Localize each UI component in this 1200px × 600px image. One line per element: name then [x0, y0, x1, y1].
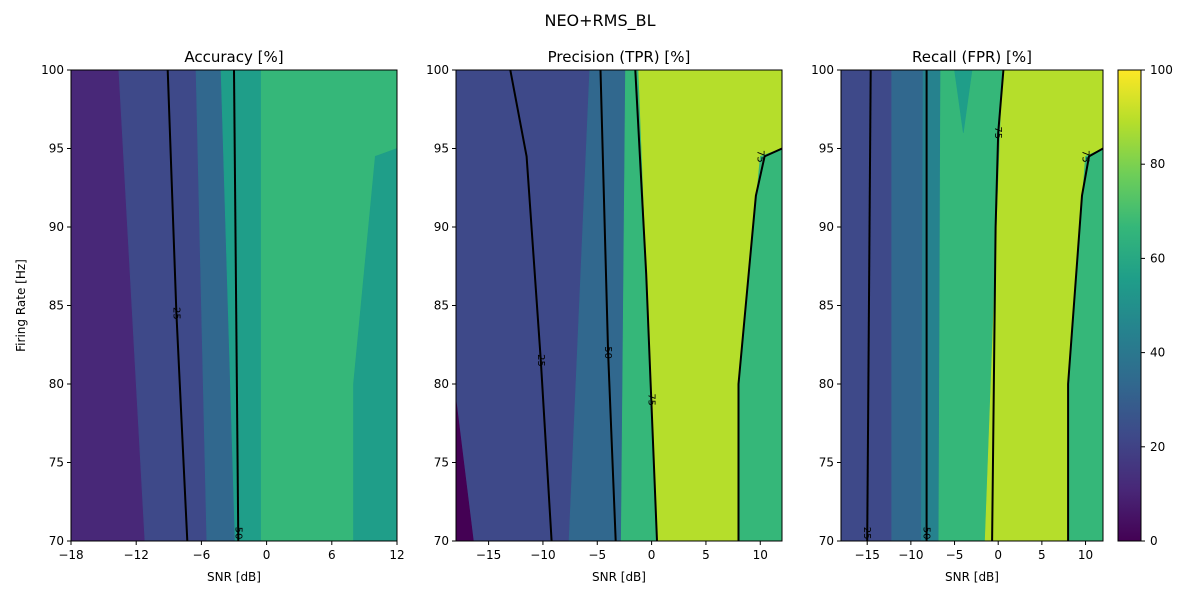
plot-area: 25 50 75 75	[456, 70, 782, 541]
x-tick-label: 5	[1038, 548, 1046, 562]
contour-region	[71, 70, 146, 541]
x-tick-label: 0	[994, 548, 1002, 562]
colorbar-gradient	[1117, 69, 1142, 542]
contour-label: 75	[754, 150, 765, 163]
contour-line	[166, 70, 189, 541]
colorbar-tick-label: 80	[1150, 157, 1165, 171]
y-tick-label: 75	[49, 456, 64, 470]
x-tick-label: 12	[389, 548, 404, 562]
contour-line	[737, 147, 782, 541]
y-tick-label: 100	[41, 63, 64, 77]
y-tick-label: 95	[819, 142, 834, 156]
colorbar-tick-label: 100	[1150, 63, 1173, 77]
contour-region	[456, 70, 591, 541]
y-tick-label: 85	[434, 299, 449, 313]
y-tick-label: 75	[434, 456, 449, 470]
subplot-title: Recall (FPR) [%]	[912, 48, 1032, 66]
colorbar-tick-label: 20	[1150, 440, 1165, 454]
x-tick-label: 10	[1078, 548, 1093, 562]
contour-label: 50	[921, 527, 932, 540]
colorbar-tick-label: 40	[1150, 346, 1165, 360]
figure-title: NEO+RMS_BL	[544, 11, 655, 31]
contour-line	[634, 70, 658, 541]
contour-region	[891, 70, 924, 541]
contour-region	[456, 399, 474, 541]
contour-region	[195, 70, 236, 541]
colorbar-tick-label: 0	[1150, 534, 1158, 548]
y-tick-label: 85	[49, 299, 64, 313]
contour-region	[841, 70, 893, 541]
plot-area: 25 50	[71, 70, 397, 541]
x-tick-label: 0	[648, 548, 656, 562]
contour-line	[991, 70, 1005, 541]
y-tick-label: 80	[434, 377, 449, 391]
contour-label: 50	[602, 346, 613, 359]
x-tick-label: 6	[328, 548, 336, 562]
contour-region	[954, 70, 973, 133]
y-tick-label: 75	[819, 456, 834, 470]
x-tick-label: 0	[263, 548, 271, 562]
contour-line	[233, 70, 240, 541]
x-tick-label: −10	[530, 548, 555, 562]
subplot-title: Precision (TPR) [%]	[548, 48, 691, 66]
x-tick-label: −15	[855, 548, 880, 562]
y-tick-label: 95	[49, 142, 64, 156]
y-tick-label: 80	[819, 377, 834, 391]
y-tick-label: 95	[434, 142, 449, 156]
contour-region	[220, 70, 262, 541]
x-axis-label: SNR [dB]	[207, 570, 261, 584]
x-tick-label: −18	[58, 548, 83, 562]
x-tick-label: −5	[946, 548, 964, 562]
x-tick-label: 5	[702, 548, 710, 562]
subplot-3: 25 50 75 75 −15 −10 −5 0 5 10 70 75 80 85 90 95 100 Recal…	[811, 48, 1104, 584]
y-tick-label: 70	[434, 534, 449, 548]
contour-label: 25	[170, 307, 181, 320]
x-tick-label: −6	[193, 548, 211, 562]
colorbar: 0 20 40 60 80 100	[1117, 63, 1173, 548]
x-tick-label: −5	[588, 548, 606, 562]
subplot-1: 25 50 −18 −12 −6 0 6 12 70 75 80 85 90 95 100 Accuracy …	[14, 48, 405, 584]
contour-line	[509, 70, 553, 541]
x-tick-label: −15	[476, 548, 501, 562]
contour-region	[118, 70, 208, 541]
contour-line	[866, 70, 872, 541]
x-tick-label: −10	[898, 548, 923, 562]
y-tick-label: 90	[819, 220, 834, 234]
subplot-title: Accuracy [%]	[184, 48, 283, 66]
y-tick-label: 90	[49, 220, 64, 234]
y-tick-label: 70	[49, 534, 64, 548]
y-tick-label: 85	[819, 299, 834, 313]
subplot-2: 25 50 75 75 −15 −10 −5 0 5 10 70 75 80 85 90 95 100 Preci…	[426, 48, 783, 584]
y-axis-label: Firing Rate [Hz]	[14, 259, 28, 352]
x-axis-label: SNR [dB]	[592, 570, 646, 584]
contour-label: 25	[861, 527, 872, 540]
contour-line	[599, 70, 617, 541]
y-tick-label: 70	[819, 534, 834, 548]
contour-label: 75	[646, 393, 657, 406]
y-tick-label: 90	[434, 220, 449, 234]
contour-line	[1067, 147, 1103, 541]
contour-label: 50	[232, 527, 243, 540]
colorbar-tick-label: 60	[1150, 251, 1165, 265]
contour-label: 25	[535, 354, 546, 367]
x-axis-label: SNR [dB]	[945, 570, 999, 584]
y-tick-label: 80	[49, 377, 64, 391]
contour-label: 75	[1080, 150, 1091, 163]
y-tick-label: 100	[426, 63, 449, 77]
contour-label: 75	[992, 126, 1003, 139]
y-tick-label: 100	[811, 63, 834, 77]
contour-region	[353, 148, 397, 541]
contour-region	[620, 70, 658, 541]
x-tick-label: −12	[124, 548, 149, 562]
plot-area: 25 50 75 75	[841, 70, 1103, 541]
contour-region	[920, 70, 941, 541]
x-tick-label: 10	[753, 548, 768, 562]
contour-region	[938, 70, 1003, 541]
